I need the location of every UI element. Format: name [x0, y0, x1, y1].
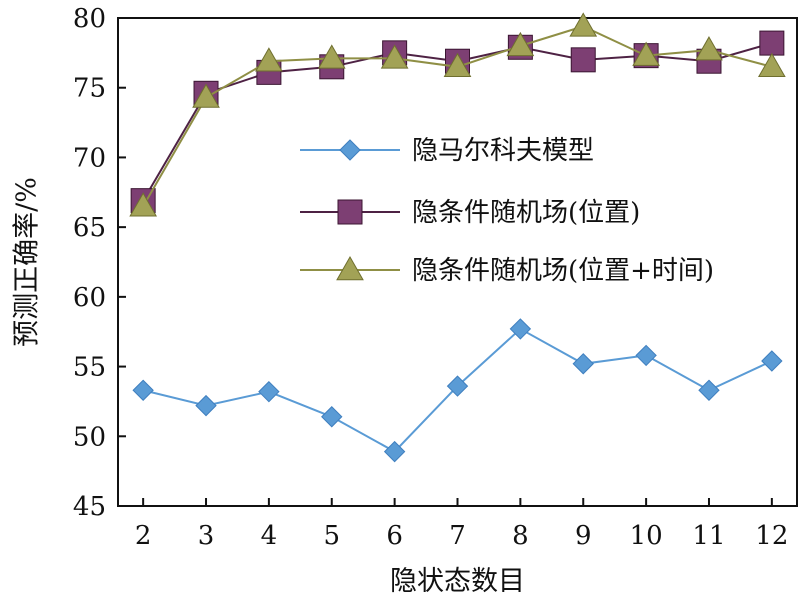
y-tick-label: 60 — [73, 283, 106, 313]
data-point — [506, 31, 535, 57]
y-tick-label: 75 — [73, 74, 106, 104]
data-point — [380, 44, 409, 69]
y-tick-label: 80 — [73, 4, 106, 34]
y-tick-label: 70 — [73, 143, 106, 173]
data-point — [635, 344, 657, 367]
data-point — [195, 394, 217, 417]
legend-marker — [336, 255, 364, 281]
legend-item: 隐条件随机场(位置+时间) — [300, 255, 714, 286]
x-tick-label: 12 — [755, 521, 788, 551]
data-point — [258, 380, 280, 403]
data-point — [761, 350, 783, 372]
data-point — [383, 440, 406, 463]
x-tick-label: 2 — [135, 521, 152, 551]
legend-label: 隐条件随机场(位置) — [412, 198, 640, 228]
legend-marker — [337, 199, 363, 225]
x-tick-label: 5 — [323, 521, 340, 551]
data-point — [698, 379, 720, 401]
data-point — [572, 353, 594, 375]
data-point — [695, 36, 723, 61]
data-point — [570, 47, 596, 73]
x-tick-label: 9 — [575, 521, 592, 551]
y-tick-label: 45 — [73, 492, 106, 522]
x-tick-label: 11 — [692, 521, 725, 551]
x-tick-label: 8 — [512, 521, 529, 551]
data-point — [446, 375, 469, 397]
data-point — [192, 83, 220, 108]
series-3 — [129, 12, 786, 217]
x-tick-label: 6 — [386, 521, 403, 551]
x-tick-label: 4 — [261, 521, 278, 551]
data-point — [321, 406, 343, 428]
y-tick-label: 65 — [73, 213, 106, 243]
x-tick-label: 10 — [630, 521, 663, 551]
data-point — [317, 44, 346, 69]
data-point — [509, 318, 532, 340]
y-tick-label: 50 — [73, 422, 106, 452]
legend-item: 隐条件随机场(位置) — [300, 198, 640, 228]
y-axis-title: 预测正确率/% — [12, 177, 43, 347]
data-point — [129, 192, 158, 217]
data-point — [255, 47, 283, 72]
legend-marker — [339, 139, 361, 161]
x-tick-label: 3 — [198, 521, 215, 551]
data-point — [443, 52, 472, 78]
data-point — [569, 12, 598, 37]
legend-label: 隐马尔科夫模型 — [412, 136, 594, 166]
data-point — [757, 52, 786, 78]
x-axis-title: 隐状态数目 — [390, 566, 525, 597]
series-1 — [132, 318, 783, 463]
legend-label: 隐条件随机场(位置+时间) — [412, 256, 714, 286]
y-tick-label: 55 — [73, 353, 106, 383]
data-point — [759, 30, 785, 56]
data-point — [632, 41, 660, 66]
x-tick-label: 7 — [449, 521, 466, 551]
data-point — [132, 379, 154, 401]
legend-item: 隐马尔科夫模型 — [300, 136, 594, 166]
